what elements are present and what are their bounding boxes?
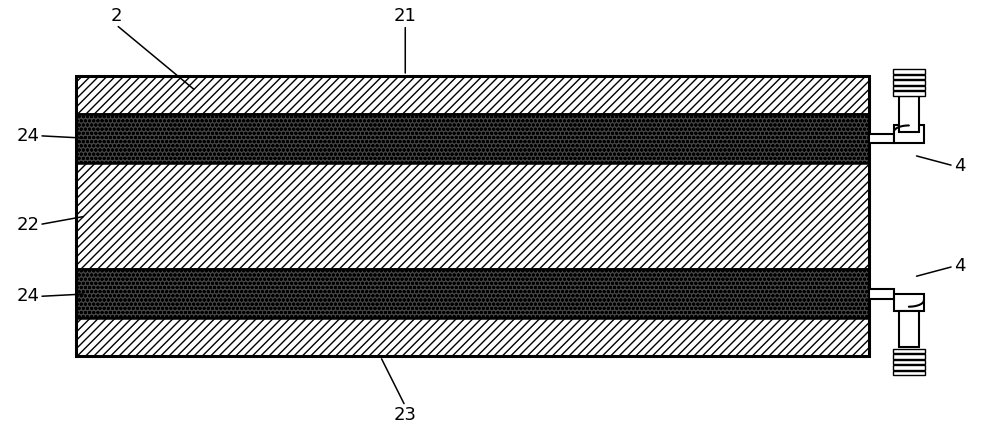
Text: 24: 24 — [16, 127, 39, 145]
Bar — [76, 319, 869, 356]
Text: 21: 21 — [394, 7, 417, 25]
Bar — [76, 269, 869, 319]
Bar — [893, 92, 925, 96]
Bar — [76, 76, 869, 114]
Bar — [893, 354, 925, 359]
Bar — [893, 366, 925, 370]
Bar — [869, 289, 894, 298]
Bar — [893, 80, 925, 85]
Bar — [893, 360, 925, 364]
Text: 23: 23 — [394, 406, 417, 424]
Text: 24: 24 — [16, 287, 39, 305]
Bar — [76, 114, 869, 163]
Bar — [893, 86, 925, 90]
Bar — [893, 349, 925, 353]
Bar — [894, 126, 924, 143]
Bar — [893, 69, 925, 74]
Text: 22: 22 — [16, 215, 39, 233]
Text: 4: 4 — [954, 157, 965, 175]
Text: 4: 4 — [954, 257, 965, 275]
Bar — [76, 163, 869, 269]
Text: 2: 2 — [110, 7, 122, 25]
Bar — [76, 76, 869, 356]
Bar — [894, 294, 924, 311]
Bar — [899, 311, 919, 347]
Bar — [869, 134, 894, 143]
Bar — [893, 371, 925, 375]
Bar — [893, 75, 925, 79]
Bar — [899, 96, 919, 132]
